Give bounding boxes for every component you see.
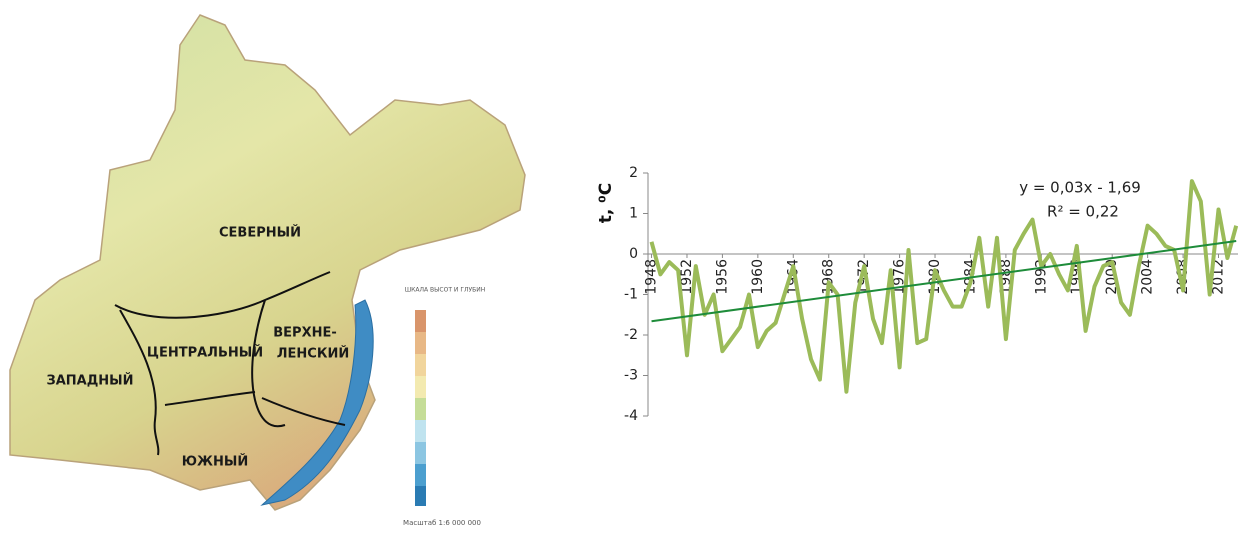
x-tick-label: 1960 xyxy=(750,259,766,295)
x-tick-label: 2004 xyxy=(1140,259,1156,295)
page: ШКАЛА ВЫСОТ И ГЛУБИН Масштаб 1:6 000 000… xyxy=(0,0,1238,539)
map: ШКАЛА ВЫСОТ И ГЛУБИН Масштаб 1:6 000 000… xyxy=(10,15,525,527)
region-label: ЦЕНТРАЛЬНЫЙ xyxy=(147,345,263,361)
y-axis-label: t, ⁰C xyxy=(596,183,616,223)
legend-title: ШКАЛА ВЫСОТ И ГЛУБИН xyxy=(405,287,486,294)
region-outline xyxy=(10,15,525,510)
y-tick-label: -3 xyxy=(624,368,638,384)
region-label: ВЕРХНЕ- xyxy=(273,326,337,341)
trend-r2: R² = 0,22 xyxy=(1047,203,1119,221)
elevation-legend xyxy=(415,310,426,506)
map-scale: Масштаб 1:6 000 000 xyxy=(403,519,481,527)
y-tick-label: -2 xyxy=(624,327,638,343)
y-tick-label: -4 xyxy=(624,408,638,424)
y-tick-label: 2 xyxy=(629,165,638,181)
y-tick-label: -1 xyxy=(624,287,638,303)
region-label: ЮЖНЫЙ xyxy=(182,454,248,470)
region-label: СЕВЕРНЫЙ xyxy=(219,225,301,241)
y-tick-label: 0 xyxy=(629,246,638,262)
trend-equation: y = 0,03x - 1,69 xyxy=(1019,179,1141,197)
region-label: ЗАПАДНЫЙ xyxy=(46,373,133,389)
region-label: ЛЕНСКИЙ xyxy=(277,346,349,362)
x-tick-label: 1956 xyxy=(714,259,730,295)
y-tick-label: 1 xyxy=(629,206,638,222)
